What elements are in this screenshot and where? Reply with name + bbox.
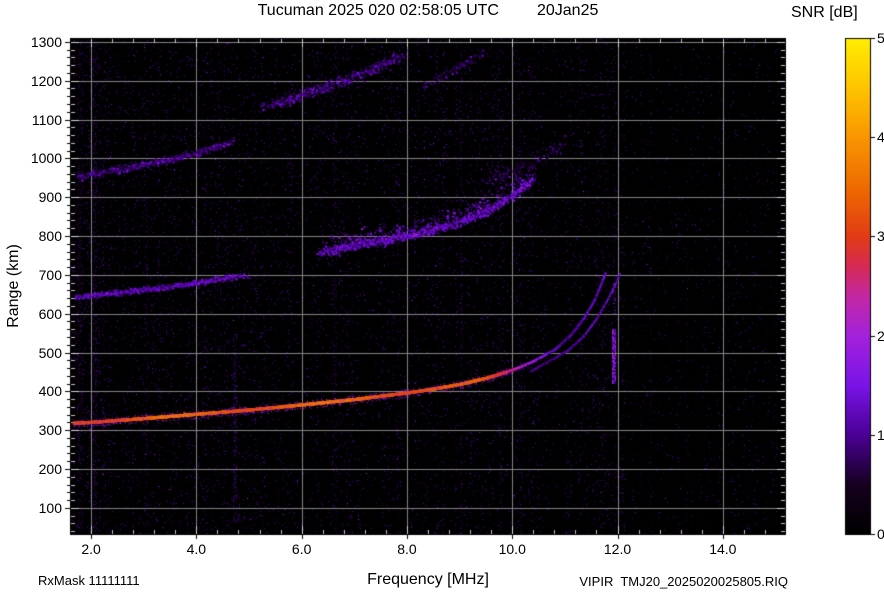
- x-tick-label: 6.0: [291, 541, 312, 557]
- colorbar-title: SNR [dB]: [791, 4, 858, 21]
- colorbar-tick-label: 0: [877, 526, 884, 542]
- y-tick-label: 300: [38, 422, 62, 439]
- colorbar-tick-label: 20: [877, 327, 884, 344]
- x-tick-label: 4.0: [186, 541, 207, 557]
- page-title: Tucuman 2025 020 02:58:05 UTC: [257, 2, 499, 19]
- colorbar-tick-label: 10: [877, 426, 884, 443]
- colorbar-tick-label: 40: [877, 129, 884, 146]
- y-tick-label: 700: [38, 266, 62, 283]
- colorbar-tick-label: 30: [877, 228, 884, 245]
- x-tick-label: 2.0: [81, 541, 101, 557]
- colorbar-tick-label: 50: [877, 30, 884, 46]
- y-tick-label: 1100: [31, 111, 62, 128]
- date-label: 20Jan25: [536, 2, 599, 19]
- x-tick-label: 10.0: [498, 541, 526, 557]
- y-tick-label: 100: [38, 499, 62, 516]
- y-tick-label: 900: [38, 189, 62, 206]
- y-tick-label: 400: [38, 383, 62, 400]
- x-tick-label: 8.0: [397, 541, 417, 557]
- y-tick-label: 1300: [30, 33, 62, 50]
- x-tick-label: 14.0: [709, 541, 737, 557]
- y-tick-label: 600: [38, 305, 62, 322]
- y-tick-label: 200: [38, 460, 62, 477]
- y-tick-label: 1200: [30, 72, 62, 89]
- rxmask-label: RxMask 11111111: [38, 573, 140, 588]
- x-axis-label: Frequency [MHz]: [367, 571, 489, 588]
- y-tick-label: 800: [38, 228, 62, 245]
- y-tick-label: 500: [38, 344, 62, 361]
- x-tick-label: 12.0: [603, 541, 632, 557]
- filename-label: VIPIR TMJ20_2025020025805.RIQ: [579, 574, 788, 589]
- title-row: Tucuman 2025 020 02:58:05 UTC 20Jan25: [70, 2, 786, 20]
- y-tick-label: 1000: [30, 150, 62, 167]
